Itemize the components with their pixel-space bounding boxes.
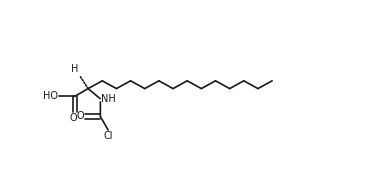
Text: O: O	[70, 113, 77, 123]
Text: HO: HO	[43, 91, 58, 101]
Text: H: H	[71, 64, 79, 74]
Text: O: O	[76, 112, 84, 121]
Text: NH: NH	[101, 94, 116, 104]
Text: Cl: Cl	[103, 131, 113, 141]
